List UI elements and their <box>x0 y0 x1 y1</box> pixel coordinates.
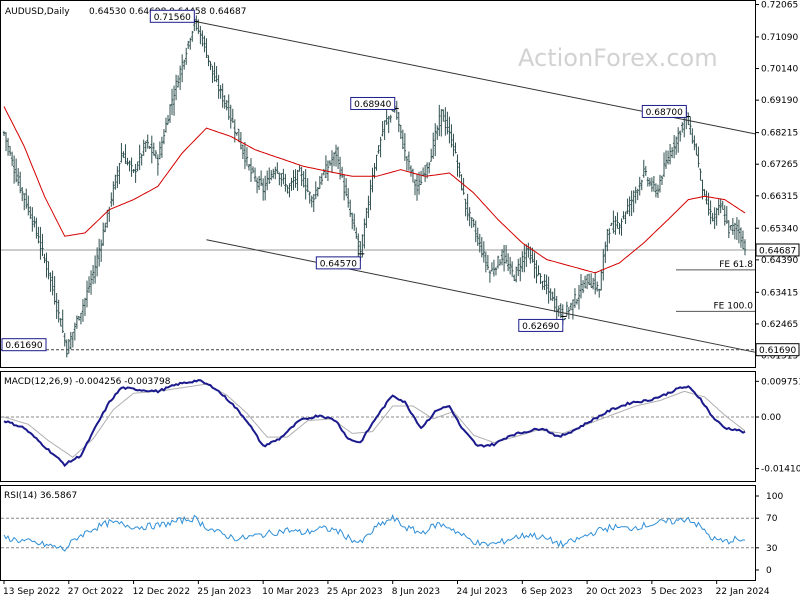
date-tick-label: 20 Oct 2023 <box>586 587 642 597</box>
price-tick-label: 0.62465 <box>761 320 798 330</box>
channel-trend-line <box>206 239 756 353</box>
rsi-tick-label: 30 <box>766 544 778 554</box>
annotation-label: 0.62690 <box>522 322 559 332</box>
rsi-tick-label: 70 <box>766 514 778 524</box>
date-tick-label: 13 Sep 2022 <box>3 587 60 597</box>
rsi-tick-label: 0 <box>766 566 772 576</box>
date-tick-label: 25 Apr 2023 <box>327 587 383 597</box>
moving-average-line <box>3 106 746 274</box>
price-tag-label: 0.61690 <box>759 346 796 356</box>
annotation-box <box>149 9 195 23</box>
annotation-box <box>518 318 564 332</box>
price-tick-label: 0.70140 <box>761 65 798 75</box>
annotation-label: 0.68940 <box>354 100 391 110</box>
price-tick-label: 0.68215 <box>761 129 798 139</box>
rsi-panel-frame <box>0 485 756 581</box>
axis-labels: 0.72065 0.71090 0.70140 0.69190 0.68215 0.672… <box>3 0 800 597</box>
price-annotations: 0.71560 0.68940 0.68700 0.64570 0.62690 0.616… <box>1 9 691 352</box>
rsi-path <box>3 514 746 552</box>
date-tick-label: 27 Oct 2022 <box>68 587 124 597</box>
annotation-label: 0.68700 <box>646 108 683 118</box>
macd-title: MACD(12,26,9) -0.004256 -0.003798 <box>4 377 171 387</box>
annotation-box <box>641 104 687 118</box>
rsi-tick-label: 100 <box>766 492 783 502</box>
date-tick-label: 8 Jun 2023 <box>392 587 440 597</box>
price-candles <box>2 15 747 358</box>
price-tag-label: 0.64687 <box>759 246 796 256</box>
fibonacci-label: FE 100.0 <box>714 301 754 311</box>
price-tag-box <box>755 243 800 257</box>
date-tick-label: 24 Jul 2023 <box>457 587 508 597</box>
annotation-box <box>315 256 361 270</box>
watermark: ActionForex.com <box>518 44 718 72</box>
moving-average-path <box>3 106 746 274</box>
macd-tick-label: 0.009751 <box>761 377 800 387</box>
macd-panel-frame <box>0 371 756 482</box>
macd-lines <box>1 379 755 468</box>
date-tick-label: 6 Sep 2023 <box>521 587 572 597</box>
date-tick-label: 5 Dec 2023 <box>651 587 703 597</box>
macd-main-line <box>3 379 746 468</box>
chart-title: AUDUSD,Daily <box>5 7 70 17</box>
annotation-box <box>1 338 47 352</box>
macd-tick-label: 0.00 <box>761 413 781 423</box>
date-tick-label: 22 Jan 2024 <box>716 587 770 597</box>
annotation-label: 0.61690 <box>5 341 42 351</box>
price-tick-label: 0.71090 <box>761 33 798 43</box>
annotation-label: 0.64570 <box>320 259 357 269</box>
grid-lines: FE 61.8 FE 100.0 <box>1 249 755 351</box>
price-tick-label: 0.65340 <box>761 224 798 234</box>
macd-tick-label: -0.014107 <box>761 465 800 475</box>
price-tick-label: 0.61515 <box>761 352 798 362</box>
price-tag-box <box>755 343 800 357</box>
price-tick-label: 0.67265 <box>761 160 798 170</box>
price-tick-label: 0.69190 <box>761 96 798 106</box>
price-panel-frame <box>0 0 756 368</box>
price-tick-label: 0.72065 <box>761 0 798 10</box>
macd-signal-line <box>3 383 746 458</box>
annotation-label: 0.71560 <box>154 13 191 23</box>
price-tick-label: 0.66315 <box>761 192 798 202</box>
fibonacci-label: FE 61.8 <box>719 260 753 270</box>
annotation-box <box>350 96 396 110</box>
price-tick-label: 0.63415 <box>761 288 798 298</box>
rsi-title: RSI(14) 36.5867 <box>4 491 77 501</box>
date-tick-label: 12 Dec 2022 <box>133 587 191 597</box>
price-tick-label: 0.64390 <box>761 256 798 266</box>
date-tick-label: 25 Jan 2023 <box>197 587 251 597</box>
rsi-line <box>1 514 755 552</box>
date-tick-label: 10 Mar 2023 <box>262 587 319 597</box>
